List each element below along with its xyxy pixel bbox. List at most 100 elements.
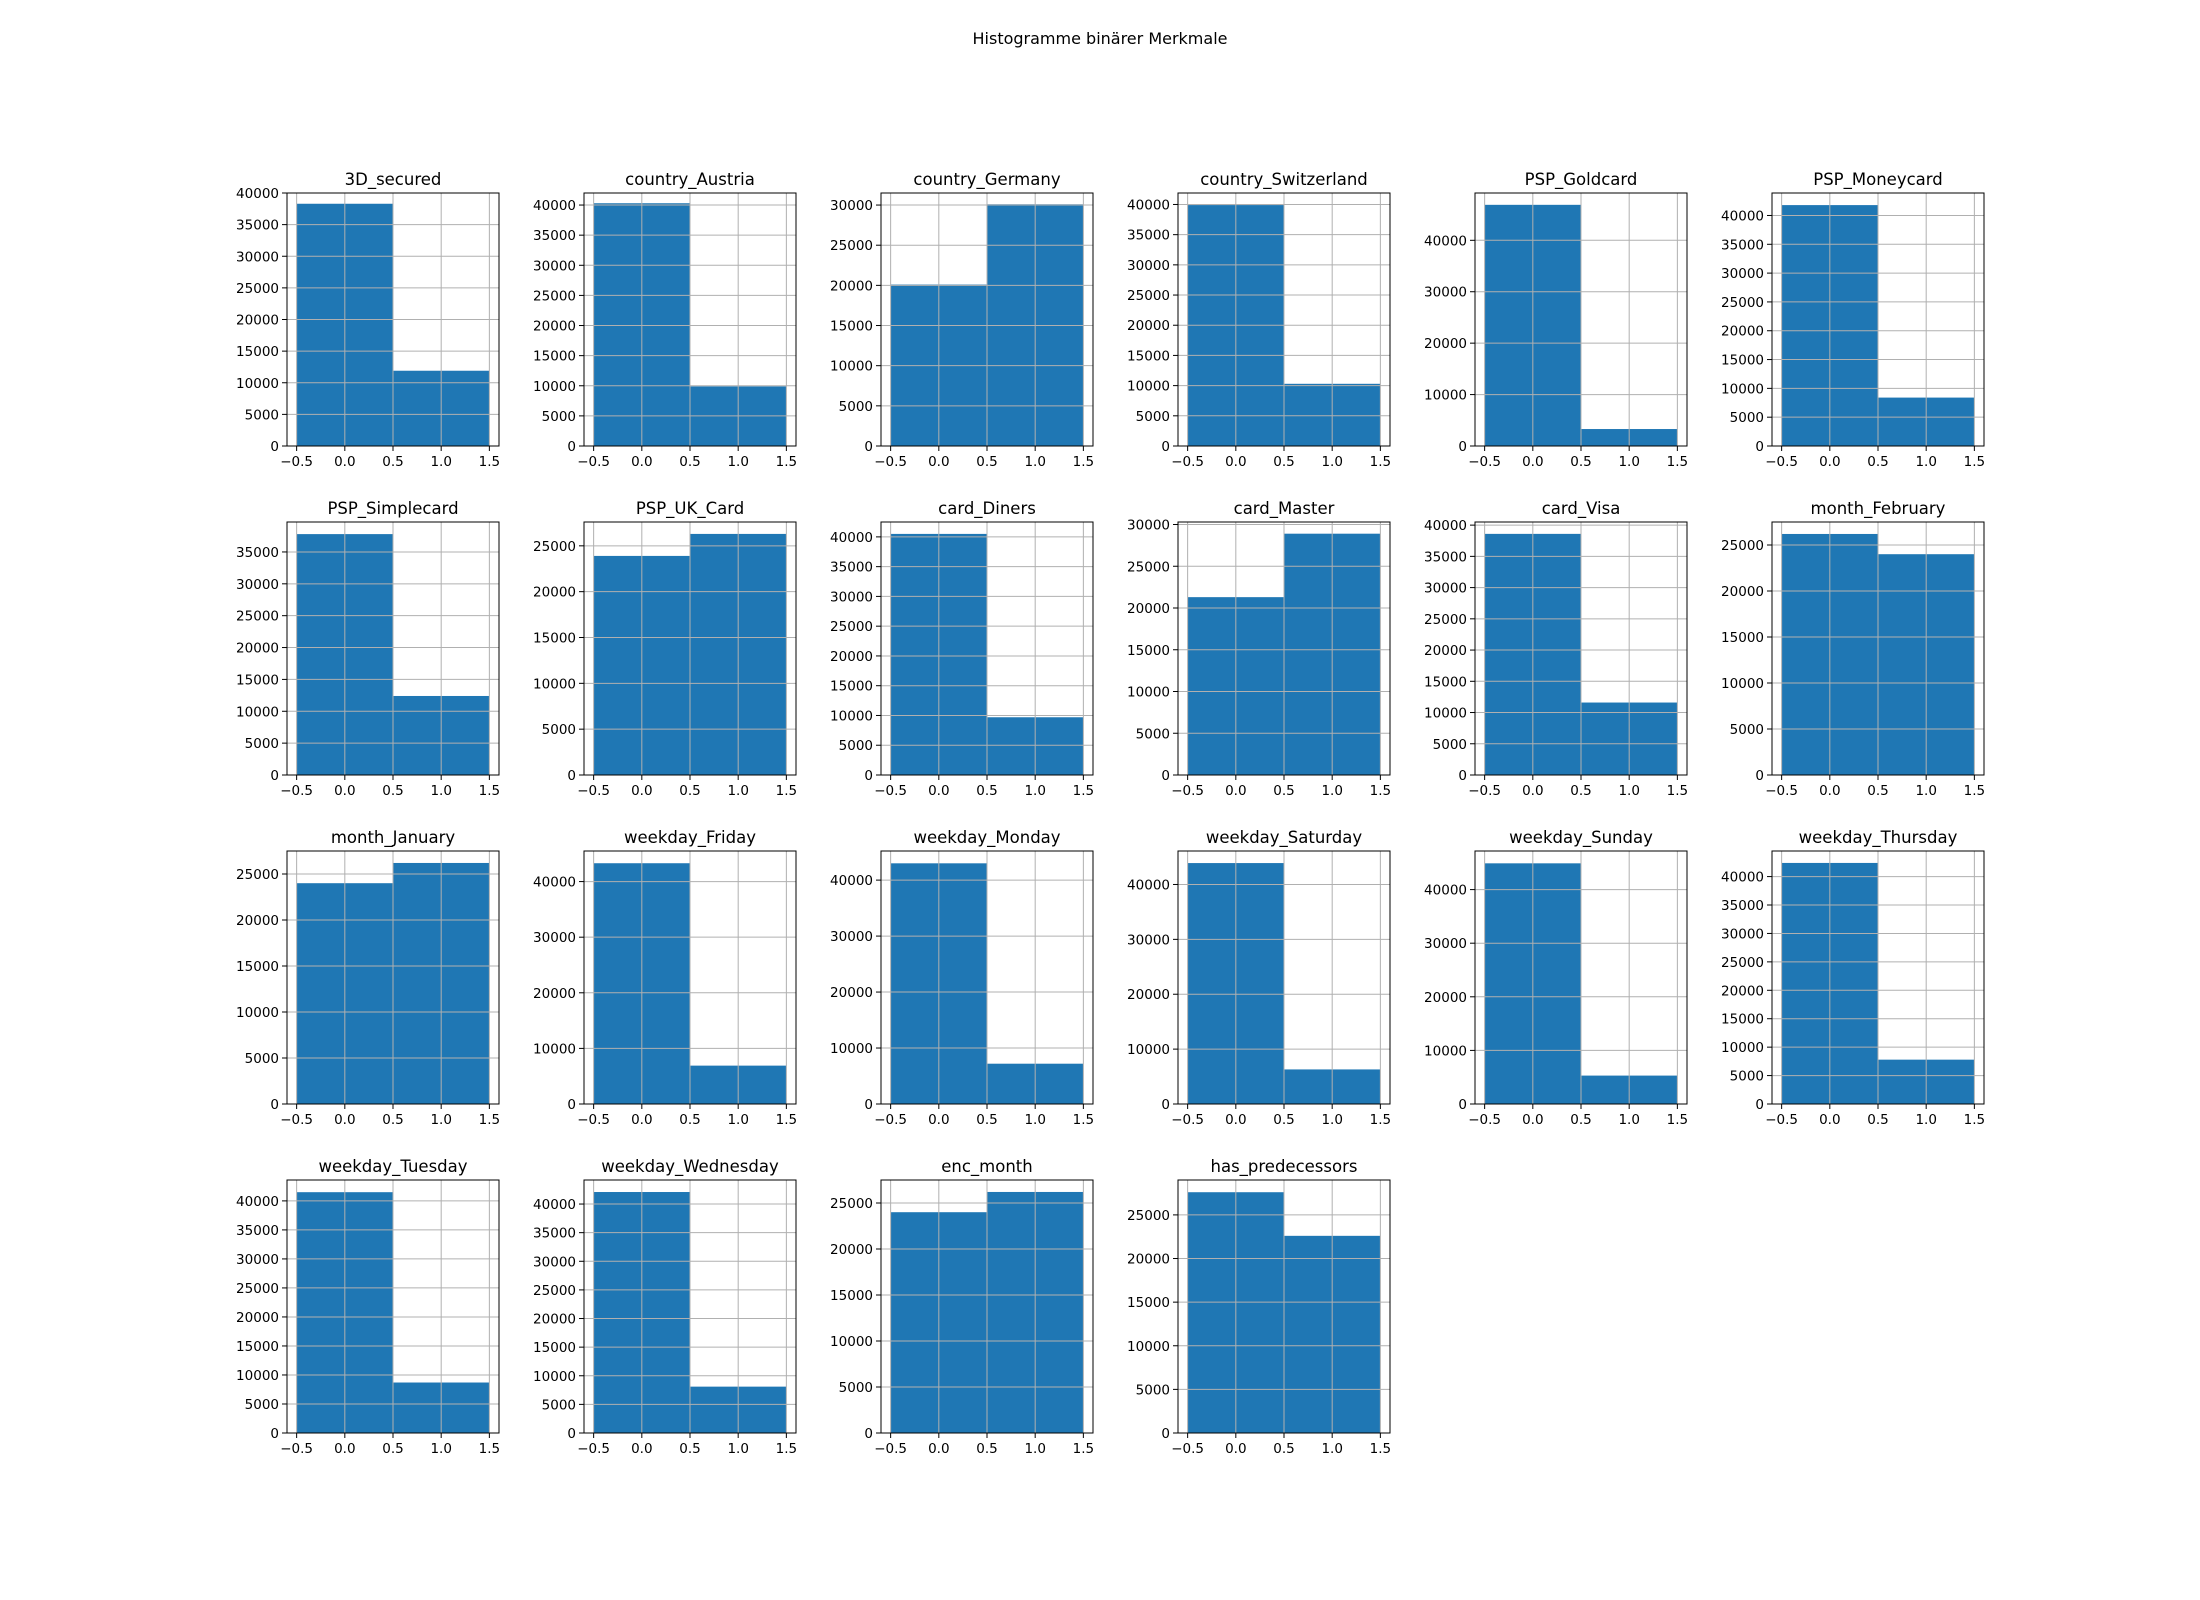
subplot-title: country_Austria	[625, 170, 755, 190]
x-tick-label: 1.5	[1370, 1112, 1391, 1128]
x-tick-label: 1.0	[1915, 454, 1936, 470]
x-tick-label: −0.5	[874, 454, 907, 470]
y-tick-label: 25000	[1127, 559, 1170, 575]
y-tick-label: 15000	[236, 672, 279, 688]
subplot-title: country_Switzerland	[1200, 170, 1368, 190]
x-tick-label: −0.5	[1468, 1112, 1501, 1128]
y-tick-label: 20000	[1127, 601, 1170, 617]
y-tick-label: 40000	[533, 875, 576, 891]
x-tick-label: 0.5	[1273, 783, 1294, 799]
y-tick-label: 15000	[830, 1288, 873, 1304]
y-tick-label: 5000	[839, 1380, 873, 1396]
y-tick-label: 5000	[1136, 726, 1170, 742]
x-tick-label: 1.0	[1618, 454, 1639, 470]
y-tick-label: 0	[1161, 768, 1170, 784]
x-tick-label: −0.5	[577, 1112, 610, 1128]
y-tick-label: 40000	[1721, 870, 1764, 886]
y-tick-label: 40000	[533, 198, 576, 214]
y-tick-label: 5000	[1136, 409, 1170, 425]
x-tick-label: 1.0	[1321, 1441, 1342, 1457]
x-tick-label: 1.0	[727, 454, 748, 470]
y-tick-label: 15000	[533, 631, 576, 647]
y-tick-label: 5000	[1136, 1382, 1170, 1398]
subplot-title: PSP_Simplecard	[327, 499, 458, 519]
x-tick-label: −0.5	[577, 1441, 610, 1457]
x-tick-label: 0.5	[382, 454, 403, 470]
y-tick-label: 0	[567, 1426, 576, 1442]
y-tick-label: 0	[270, 439, 279, 455]
subplot-PSP_UK_Card: −0.5 0.0 0.5 1.0 1.5 0 5000 10000 15000 20000 2500…	[533, 499, 797, 799]
y-tick-label: 40000	[1127, 197, 1170, 213]
y-tick-label: 25000	[533, 539, 576, 555]
y-tick-label: 5000	[245, 407, 279, 423]
y-tick-label: 15000	[533, 1340, 576, 1356]
x-tick-label: 0.0	[928, 1112, 949, 1128]
x-tick-label: 0.0	[631, 454, 652, 470]
y-tick-label: 0	[567, 768, 576, 784]
x-tick-label: 1.5	[1667, 454, 1688, 470]
subplot-title: PSP_Goldcard	[1525, 170, 1638, 190]
x-tick-label: 1.0	[430, 1441, 451, 1457]
x-tick-label: −0.5	[280, 1112, 313, 1128]
y-tick-label: 15000	[1127, 348, 1170, 364]
y-tick-label: 15000	[1721, 353, 1764, 369]
x-tick-label: 0.0	[1225, 454, 1246, 470]
y-tick-label: 20000	[830, 649, 873, 665]
y-tick-label: 30000	[236, 577, 279, 593]
x-tick-label: 1.5	[1964, 783, 1985, 799]
x-tick-label: 0.0	[928, 1441, 949, 1457]
x-tick-label: 0.0	[928, 783, 949, 799]
y-tick-label: 10000	[1424, 706, 1467, 722]
x-tick-label: −0.5	[577, 783, 610, 799]
x-tick-label: 1.0	[1321, 783, 1342, 799]
x-tick-label: 0.5	[1273, 1441, 1294, 1457]
subplot-title: month_January	[331, 828, 456, 848]
y-tick-label: 10000	[236, 704, 279, 720]
y-tick-label: 30000	[533, 1254, 576, 1270]
y-tick-label: 10000	[533, 676, 576, 692]
x-tick-label: 0.5	[679, 1112, 700, 1128]
y-tick-label: 40000	[236, 1194, 279, 1210]
y-tick-label: 25000	[533, 1283, 576, 1299]
x-tick-label: 1.0	[1024, 1441, 1045, 1457]
x-tick-label: −0.5	[1765, 1112, 1798, 1128]
y-tick-label: 10000	[1721, 381, 1764, 397]
y-tick-label: 20000	[1127, 318, 1170, 334]
y-tick-label: 0	[1755, 768, 1764, 784]
x-tick-label: 0.0	[334, 1441, 355, 1457]
x-tick-label: −0.5	[1171, 1441, 1204, 1457]
x-tick-label: 1.0	[1024, 1112, 1045, 1128]
x-tick-label: 1.5	[1073, 454, 1094, 470]
y-tick-label: 15000	[1721, 1012, 1764, 1028]
y-tick-label: 40000	[1721, 208, 1764, 224]
x-tick-label: −0.5	[874, 1441, 907, 1457]
y-tick-label: 5000	[542, 409, 576, 425]
y-tick-label: 30000	[1424, 285, 1467, 301]
x-tick-label: 1.5	[1073, 1441, 1094, 1457]
x-tick-label: 1.5	[1667, 1112, 1688, 1128]
y-tick-label: 20000	[830, 1242, 873, 1258]
y-tick-label: 25000	[236, 609, 279, 625]
x-tick-label: 0.0	[1819, 454, 1840, 470]
y-tick-label: 15000	[830, 319, 873, 335]
subplot-grid: −0.5 0.0 0.5 1.0 1.5 0 5000 10000 15000 20000 2500…	[236, 170, 1985, 1457]
y-tick-label: 35000	[1127, 228, 1170, 244]
x-tick-label: 1.0	[1321, 1112, 1342, 1128]
subplot-PSP_Goldcard: −0.5 0.0 0.5 1.0 1.5 0 10000 20000 30000 40000 PSP…	[1424, 170, 1688, 470]
y-tick-label: 0	[270, 1426, 279, 1442]
y-tick-label: 10000	[830, 359, 873, 375]
x-tick-label: 0.0	[631, 783, 652, 799]
subplot-PSP_Moneycard: −0.5 0.0 0.5 1.0 1.5 0 5000 10000 15000 20000 2500…	[1721, 170, 1985, 470]
x-tick-label: 1.0	[727, 783, 748, 799]
y-tick-label: 30000	[830, 198, 873, 214]
x-tick-label: 1.5	[1667, 783, 1688, 799]
y-tick-label: 25000	[1127, 288, 1170, 304]
y-tick-label: 15000	[533, 349, 576, 365]
x-tick-label: 1.5	[479, 454, 500, 470]
subplot-card_Visa: −0.5 0.0 0.5 1.0 1.5 0 5000 10000 15000 20000 2500…	[1424, 499, 1688, 799]
y-tick-label: 20000	[533, 319, 576, 335]
subplot-card_Diners: −0.5 0.0 0.5 1.0 1.5 0 5000 10000 15000 20000 2500…	[830, 499, 1094, 799]
x-tick-label: −0.5	[1468, 783, 1501, 799]
x-tick-label: 0.0	[1225, 1112, 1246, 1128]
y-tick-label: 0	[864, 1426, 873, 1442]
